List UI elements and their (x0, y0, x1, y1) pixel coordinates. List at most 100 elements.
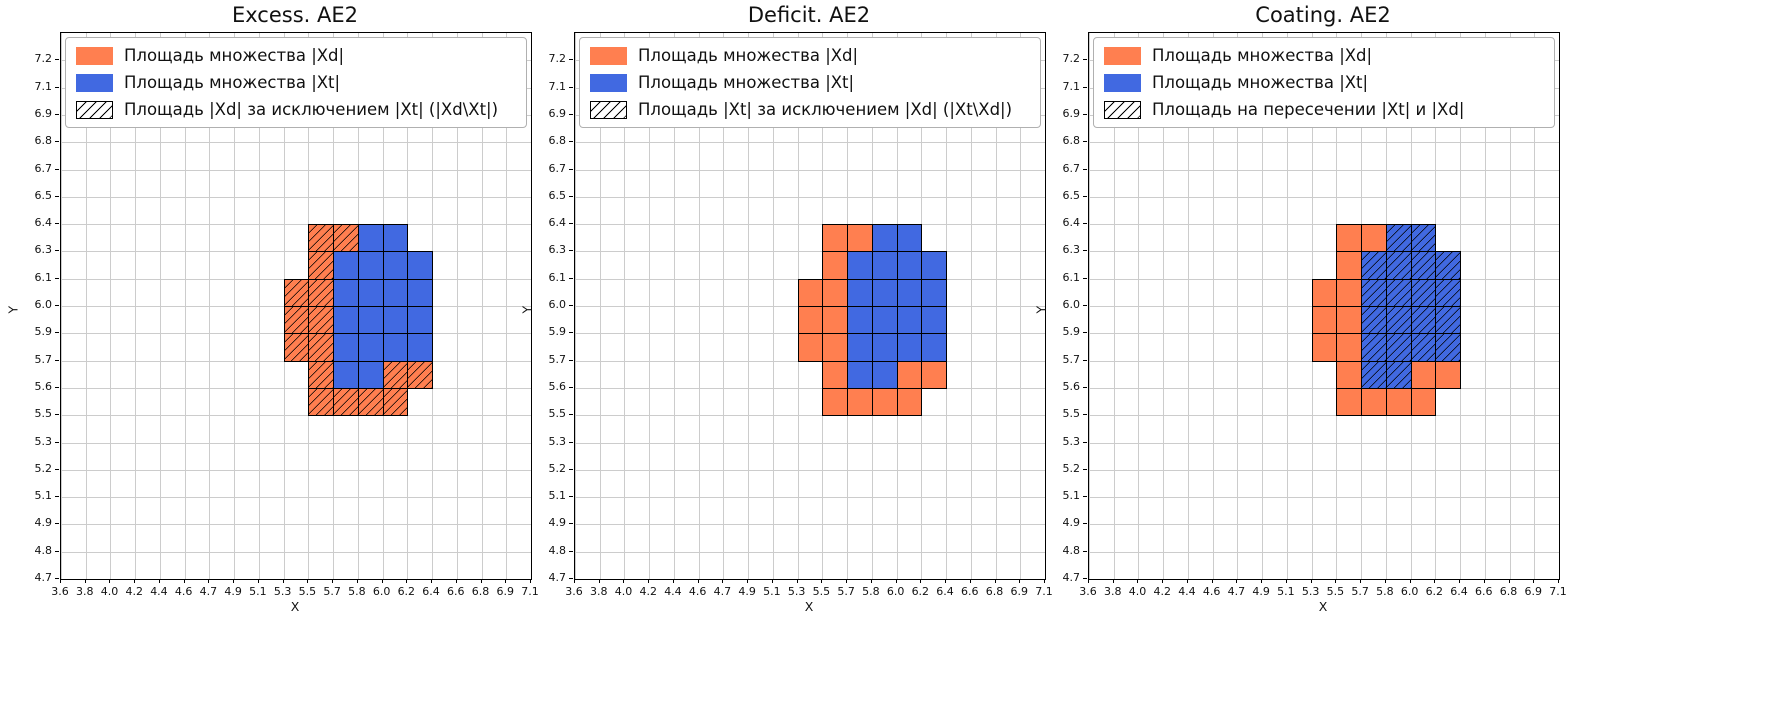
x-tick (208, 579, 210, 583)
grid-line-horizontal (61, 387, 531, 389)
y-tick-label: 6.7 (1062, 161, 1081, 175)
y-tick-label: 6.3 (34, 243, 53, 257)
cell-xd_orange-hatched (283, 333, 310, 362)
grid-line-horizontal (1089, 387, 1559, 389)
x-tick (505, 579, 507, 583)
y-tick-label: 6.8 (548, 134, 567, 148)
x-tick (1508, 579, 1510, 583)
x-tick-label: 4.7 (713, 585, 732, 598)
y-tick (569, 332, 573, 334)
x-tick-label: 5.8 (862, 585, 880, 598)
x-tick (1310, 579, 1312, 583)
cell-xd_orange (822, 224, 849, 253)
plot-area: Площадь множества |Xd| Площадь множества… (574, 32, 1046, 580)
cell-xd_orange (896, 387, 923, 417)
y-tick-label: 6.4 (34, 216, 53, 230)
y-tick-label: 6.4 (548, 216, 567, 230)
x-tick-label: 6.0 (1400, 585, 1419, 598)
y-tick-label: 7.1 (548, 79, 567, 93)
y-tick-label: 4.7 (548, 571, 567, 584)
grid-line-horizontal (575, 387, 1045, 389)
y-tick-label: 4.8 (34, 543, 53, 557)
legend-label: Площадь множества |Xd| (124, 46, 345, 65)
x-tick-label: 4.0 (614, 585, 633, 598)
x-tick (1236, 579, 1238, 583)
y-tick-label: 6.0 (548, 298, 567, 311)
legend-item: Площадь множества |Xd| (76, 46, 516, 65)
x-tick-label: 6.6 (1475, 585, 1493, 598)
y-tick (569, 386, 573, 388)
cell-xd_orange (822, 360, 849, 389)
x-tick (1459, 579, 1461, 583)
y-tick (569, 141, 573, 143)
cell-xt_blue (357, 251, 384, 280)
x-tick (134, 579, 136, 583)
cell-xt_blue (407, 333, 434, 362)
grid-line-horizontal (1089, 415, 1559, 417)
x-tick-label: 6.8 (985, 585, 1004, 598)
x-tick (697, 579, 699, 583)
cell-xt_blue (333, 278, 359, 307)
grid-line-horizontal (1089, 169, 1559, 171)
x-tick (84, 579, 86, 583)
legend-swatch-orange (590, 46, 627, 65)
plot-area: Площадь множества |Xd| Площадь множества… (60, 32, 532, 580)
cell-xt_blue-hatched (1361, 278, 1387, 307)
cell-xt_blue-hatched (1385, 251, 1412, 280)
y-tick-label: 5.3 (1062, 434, 1081, 448)
cell-xd_orange (1311, 278, 1338, 307)
cell-xd_orange-hatched (308, 306, 335, 335)
cell-xt_blue (871, 333, 898, 362)
x-tick (747, 579, 749, 583)
cell-xd_orange (822, 387, 849, 417)
legend-label: Площадь множества |Xt| (1152, 73, 1369, 92)
y-tick-label: 6.7 (548, 161, 567, 175)
x-tick (771, 579, 773, 583)
cell-xt_blue (382, 224, 409, 253)
y-tick-label: 5.1 (548, 489, 567, 503)
x-tick-label: 6.2 (1425, 585, 1444, 598)
plot-title: Excess. AE2 (231, 3, 359, 27)
y-tick (1083, 550, 1087, 552)
y-tick (1083, 496, 1087, 498)
y-tick-label: 5.3 (34, 434, 53, 448)
legend-item: Площадь |Xt| за исключением |Xd| (|Xt\Xd… (590, 100, 1030, 119)
y-tick-label: 7.1 (1062, 79, 1081, 93)
y-tick-label: 6.9 (1062, 106, 1081, 120)
cell-xd_orange (797, 333, 824, 362)
x-tick (1434, 579, 1436, 583)
x-tick-label: 7.1 (1549, 585, 1567, 598)
cell-xt_blue (896, 251, 923, 280)
x-tick (406, 579, 408, 583)
x-tick-label: 4.9 (1252, 585, 1270, 598)
x-tick (969, 579, 971, 583)
subplot-excess: Excess. AE2 Площадь множества |Xd| Площа… (0, 0, 560, 709)
cell-xt_blue (357, 306, 384, 335)
x-tick (1558, 579, 1559, 583)
cell-xt_blue (896, 333, 923, 362)
y-tick (1083, 195, 1087, 197)
y-tick (569, 113, 573, 115)
y-tick-label: 5.7 (34, 352, 53, 366)
y-tick (569, 578, 573, 579)
cell-xt_blue (921, 251, 948, 280)
grid-line-horizontal (575, 415, 1045, 417)
x-tick (530, 579, 531, 583)
cell-xt_blue-hatched (1410, 333, 1437, 362)
cell-xd_orange (1336, 333, 1363, 362)
grid-line-horizontal (1089, 524, 1559, 526)
y-tick (55, 414, 59, 416)
y-tick (55, 305, 59, 306)
grid-line-horizontal (61, 251, 531, 253)
x-tick (1137, 579, 1139, 583)
y-tick-label: 6.4 (1062, 216, 1081, 230)
x-tick (332, 579, 334, 583)
y-tick (55, 496, 59, 498)
y-tick (55, 359, 59, 361)
x-tick (648, 579, 650, 583)
x-tick-label: 3.8 (75, 585, 94, 598)
cell-xt_blue (896, 306, 923, 335)
cell-xt_blue (871, 224, 898, 253)
cell-xt_blue (407, 251, 434, 280)
